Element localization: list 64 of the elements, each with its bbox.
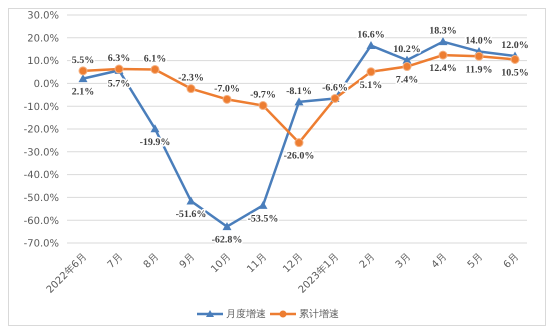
x-tick-label: 7月 bbox=[106, 251, 126, 271]
data-label: 12.4% bbox=[429, 63, 457, 74]
data-label: -51.6% bbox=[176, 209, 206, 220]
y-tick-label: -30.0% bbox=[24, 147, 59, 158]
data-label: -7.0% bbox=[214, 83, 240, 94]
x-tick-label: 10月 bbox=[209, 251, 234, 276]
data-label: 2.1% bbox=[72, 86, 94, 98]
x-tick-label: 6月 bbox=[502, 251, 522, 271]
point bbox=[222, 94, 232, 104]
x-tick-label: 9月 bbox=[178, 251, 198, 271]
data-label: 16.6% bbox=[357, 30, 385, 41]
point bbox=[78, 66, 88, 76]
data-label: 5.5% bbox=[72, 54, 94, 66]
point bbox=[438, 50, 448, 60]
data-label: 10.2% bbox=[393, 44, 421, 56]
data-label: -8.1% bbox=[286, 86, 312, 97]
y-tick-label: -20.0% bbox=[24, 124, 59, 136]
data-label: -9.7% bbox=[250, 90, 276, 101]
data-label: 6.1% bbox=[144, 53, 166, 64]
point bbox=[294, 138, 304, 148]
point bbox=[366, 41, 376, 50]
point bbox=[258, 200, 268, 209]
data-label: 11.9% bbox=[466, 64, 492, 76]
x-tick-label: 3月 bbox=[394, 251, 414, 271]
data-label: 6.3% bbox=[108, 53, 130, 64]
point bbox=[474, 52, 484, 61]
data-label: 18.3% bbox=[429, 26, 457, 37]
x-tick-label: 11月 bbox=[245, 251, 270, 276]
data-label: 7.4% bbox=[396, 74, 418, 86]
data-label: -2.3% bbox=[178, 72, 204, 84]
y-tick-label: 0.0% bbox=[34, 78, 59, 90]
y-tick-label: -50.0% bbox=[24, 192, 59, 204]
point bbox=[258, 101, 268, 110]
legend-label: 累计增速 bbox=[298, 308, 339, 321]
y-tick-label: 10.0% bbox=[27, 56, 59, 68]
y-tick-label: -60.0% bbox=[24, 216, 59, 227]
x-tick-label: 8月 bbox=[142, 251, 162, 271]
y-tick-label: -70.0% bbox=[24, 238, 59, 250]
point bbox=[78, 74, 88, 82]
point bbox=[402, 62, 412, 72]
point bbox=[366, 67, 376, 76]
y-tick-label: 20.0% bbox=[27, 33, 59, 44]
point bbox=[186, 84, 196, 94]
data-label: 5.1% bbox=[360, 80, 382, 91]
data-label: -62.8% bbox=[212, 234, 242, 246]
x-tick-label: 12月 bbox=[281, 251, 306, 276]
x-tick-label: 5月 bbox=[466, 251, 486, 271]
point bbox=[150, 64, 160, 74]
data-label: 14.0% bbox=[465, 35, 493, 46]
point bbox=[438, 37, 448, 46]
point bbox=[222, 222, 232, 230]
point bbox=[294, 97, 304, 106]
data-label: 10.5% bbox=[501, 67, 529, 78]
legend-label: 月度增速 bbox=[225, 308, 266, 321]
x-tick-label: 4月 bbox=[430, 251, 450, 271]
data-label: 12.0% bbox=[501, 40, 529, 52]
point bbox=[150, 124, 160, 132]
data-label: -53.5% bbox=[248, 213, 278, 224]
y-tick-label: -10.0% bbox=[24, 102, 59, 113]
x-tick-label: 2月 bbox=[358, 251, 378, 271]
point bbox=[510, 54, 520, 64]
y-tick-label: 30.0% bbox=[27, 10, 59, 22]
data-label: -26.0% bbox=[284, 150, 314, 162]
y-tick-label: -40.0% bbox=[24, 170, 59, 182]
